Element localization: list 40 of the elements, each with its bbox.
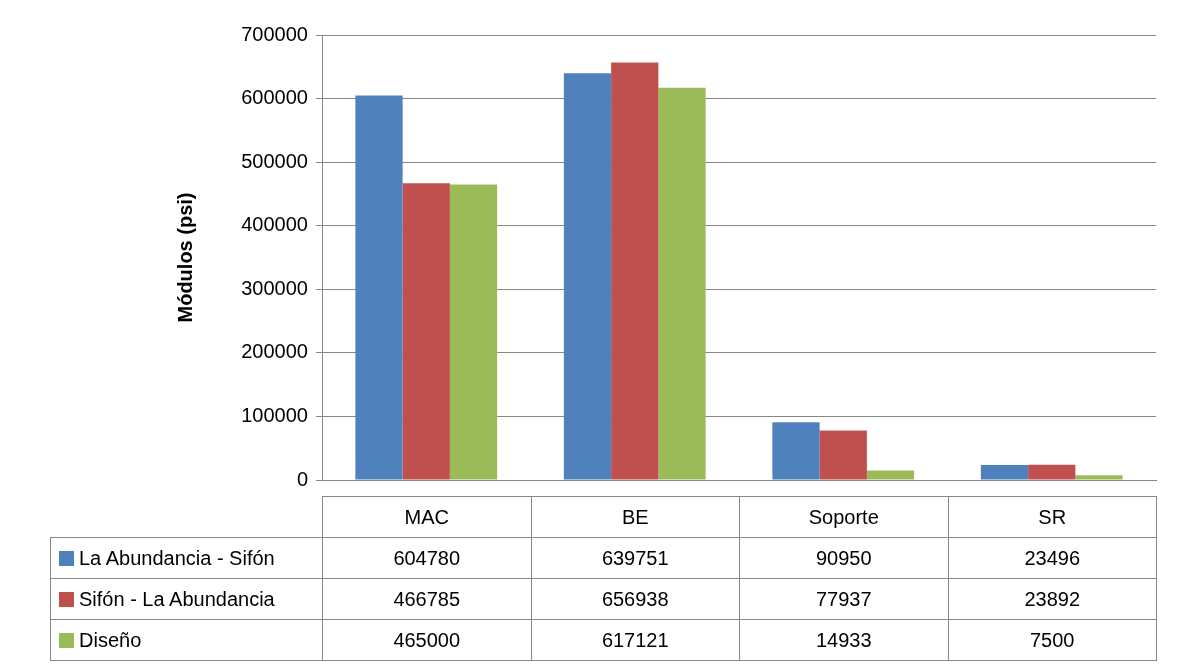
legend-label: La Abundancia - Sifón bbox=[79, 546, 275, 569]
data-label: 466785 bbox=[322, 578, 531, 620]
data-label: 14933 bbox=[739, 619, 948, 661]
legend-label: Sifón - La Abundancia bbox=[79, 587, 275, 610]
bar bbox=[1028, 464, 1076, 480]
bar bbox=[402, 183, 450, 480]
bar bbox=[980, 465, 1029, 480]
data-label: 465000 bbox=[322, 619, 531, 661]
y-tick-label: 100000 bbox=[241, 403, 308, 426]
y-tick-label: 600000 bbox=[241, 86, 308, 109]
bar bbox=[866, 470, 915, 480]
data-label: 656938 bbox=[531, 578, 740, 620]
y-tick-label: 0 bbox=[296, 467, 308, 490]
data-label: 77937 bbox=[739, 578, 948, 620]
y-tick-label: 500000 bbox=[241, 149, 308, 172]
data-label: 23892 bbox=[948, 578, 1157, 620]
y-axis-title: Módulos (psi) bbox=[173, 192, 196, 323]
data-label: 639751 bbox=[531, 537, 740, 579]
x-tick-label: Soporte bbox=[739, 496, 948, 538]
y-tick-label: 700000 bbox=[241, 22, 308, 45]
legend-label: Diseño bbox=[79, 628, 142, 651]
data-label: 604780 bbox=[322, 537, 531, 579]
bar bbox=[563, 73, 612, 480]
x-tick-label: BE bbox=[531, 496, 740, 538]
data-label: 90950 bbox=[739, 537, 948, 579]
bar bbox=[1075, 475, 1123, 480]
data-label: 7500 bbox=[948, 619, 1157, 661]
bar bbox=[449, 184, 498, 480]
y-tick-label: 300000 bbox=[241, 276, 308, 299]
y-tick-label: 200000 bbox=[241, 340, 308, 363]
bar bbox=[611, 62, 659, 480]
bar bbox=[658, 87, 706, 480]
data-label: 23496 bbox=[948, 537, 1157, 579]
y-tick-label: 400000 bbox=[241, 213, 308, 236]
x-tick-label: MAC bbox=[322, 496, 531, 538]
bar bbox=[355, 95, 403, 480]
x-tick-label: SR bbox=[948, 496, 1157, 538]
data-label: 617121 bbox=[531, 619, 740, 661]
bar bbox=[819, 430, 867, 480]
bar bbox=[772, 422, 820, 480]
